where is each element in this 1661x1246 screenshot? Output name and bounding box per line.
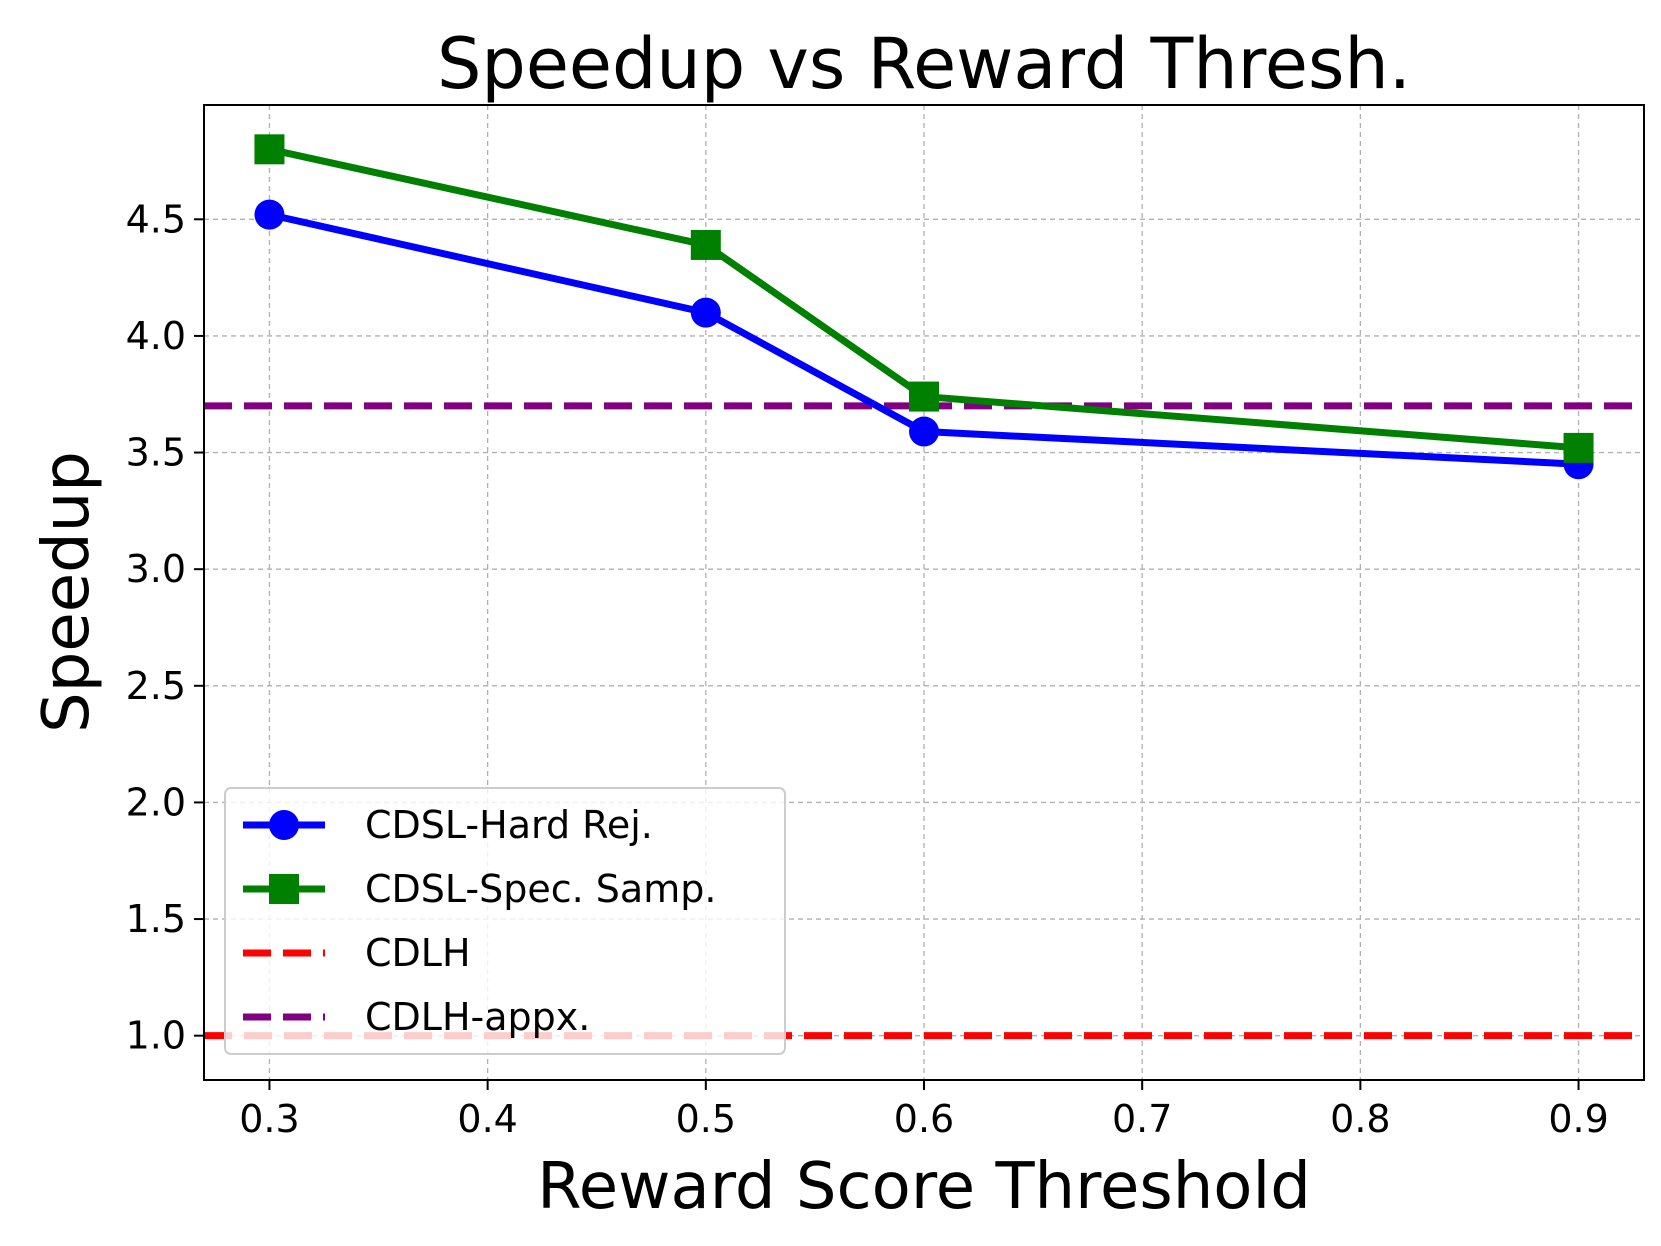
series-0-point (690, 297, 721, 328)
x-tick-label: 0.8 (1330, 1097, 1390, 1141)
series-1 (254, 134, 1594, 463)
series-1-point (909, 381, 939, 412)
x-tick-label: 0.9 (1548, 1097, 1608, 1141)
grid (204, 105, 1644, 1080)
legend: CDSL-Hard Rej. CDSL-Spec. Samp. CDLH CDLH-a… (224, 787, 786, 1055)
y-tick-label: 2.5 (126, 664, 186, 708)
y-axis-ticks: 1.0 1.5 2.0 2.5 3.0 3.5 4.0 4.5 (126, 197, 204, 1058)
x-tick-label: 0.3 (239, 1097, 299, 1141)
y-tick-label: 3.0 (126, 547, 186, 591)
series-0-point (254, 199, 285, 230)
legend-label: CDSL-Hard Rej. (365, 803, 653, 847)
y-tick-label: 1.0 (126, 1014, 186, 1058)
y-tick-label: 4.5 (126, 197, 186, 241)
y-tick-label: 2.0 (126, 780, 186, 824)
x-tick-label: 0.7 (1112, 1097, 1172, 1141)
data-series (254, 134, 1594, 480)
chart-title: Speedup vs Reward Thresh. (437, 23, 1411, 105)
legend-marker (269, 810, 299, 840)
x-tick-label: 0.6 (894, 1097, 954, 1141)
series-0-point (909, 416, 939, 447)
legend-label: CDSL-Spec. Samp. (365, 867, 716, 911)
legend-label: CDLH (365, 931, 471, 975)
x-axis-ticks: 0.3 0.4 0.5 0.6 0.7 0.8 0.9 (239, 1080, 1609, 1141)
legend-marker (269, 874, 299, 904)
series-0-line (268, 211, 1579, 468)
series-0 (254, 199, 1594, 480)
y-tick-label: 3.5 (126, 431, 186, 475)
legend-box (224, 787, 786, 1055)
series-1-line (268, 145, 1579, 452)
legend-label: CDLH-appx. (365, 995, 590, 1039)
series-1-point (1563, 432, 1594, 463)
x-axis-label: Reward Score Threshold (537, 1150, 1311, 1224)
y-tick-label: 1.5 (126, 897, 186, 941)
y-axis-label: Speedup (30, 451, 104, 733)
y-tick-label: 4.0 (126, 314, 186, 358)
x-tick-label: 0.5 (676, 1097, 736, 1141)
x-tick-label: 0.4 (457, 1097, 517, 1141)
series-1-point (254, 134, 285, 165)
series-1-point (690, 229, 721, 260)
